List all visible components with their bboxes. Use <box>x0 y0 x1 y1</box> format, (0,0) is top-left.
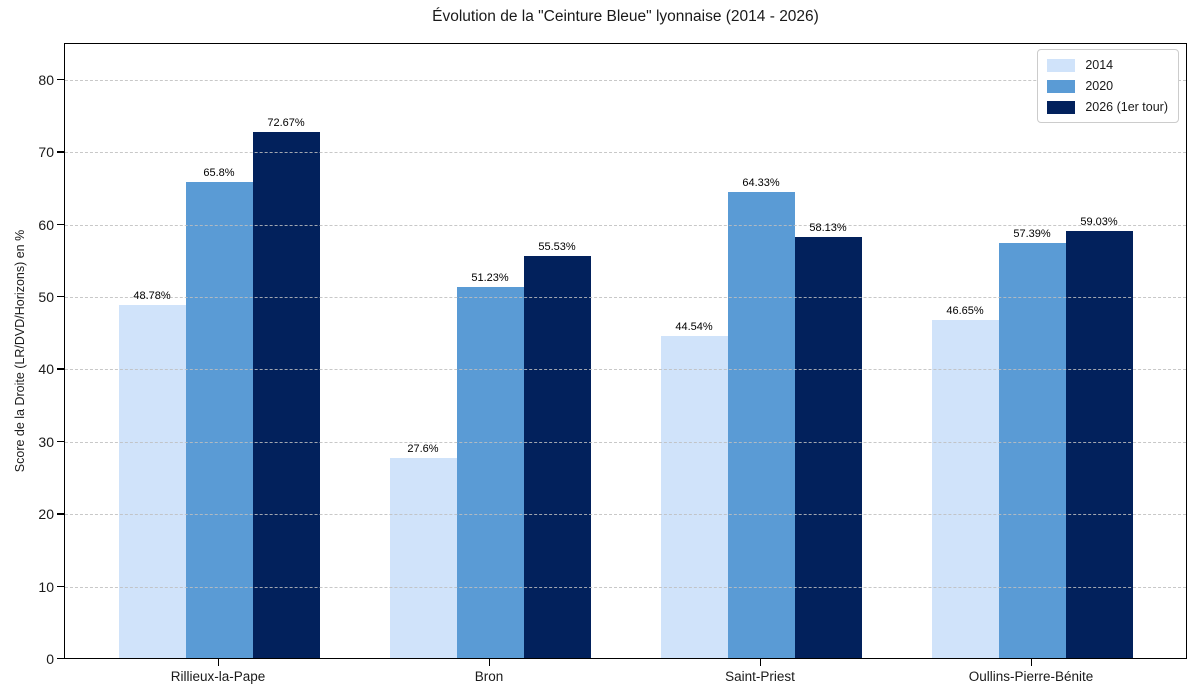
x-tick-label-Rillieux-la-Pape: Rillieux-la-Pape <box>170 669 266 684</box>
bar-Bron-2014 <box>389 458 457 658</box>
y-tick-label-70: 70 <box>38 144 54 161</box>
y-tick-label-0: 0 <box>46 651 54 667</box>
y-tick-mark <box>57 440 64 443</box>
y-tick-mark <box>57 658 64 660</box>
y-tick-mark <box>57 513 64 515</box>
legend-swatch <box>1047 79 1076 93</box>
legend-label: 2014 <box>1085 58 1114 72</box>
bar-value-label: 65.8% <box>203 166 235 179</box>
bar-Bron-2020 <box>456 287 524 658</box>
gridline-70 <box>65 152 1186 154</box>
bar-value-label: 72.67% <box>267 116 305 129</box>
bar-Rillieux-la-Pape-2026 (1er tour) <box>252 131 320 658</box>
y-tick-mark <box>57 368 64 370</box>
x-tick-label-Saint-Priest: Saint-Priest <box>725 669 795 684</box>
x-tick-label-Oullins-Pierre-Bénite: Oullins-Pierre-Bénite <box>968 669 1094 684</box>
y-tick-label-40: 40 <box>38 361 54 378</box>
y-tick-label-20: 20 <box>38 506 54 523</box>
y-tick-mark <box>57 151 64 153</box>
y-tick-label-50: 50 <box>38 289 54 306</box>
y-tick-label-30: 30 <box>38 433 54 450</box>
y-tick-mark <box>57 296 64 298</box>
legend-item-2020: 2020 <box>1047 79 1168 93</box>
legend-item-2026 (1er tour): 2026 (1er tour) <box>1047 100 1168 114</box>
bar-Oullins-Pierre-Bénite-2026 (1er tour) <box>1065 230 1133 658</box>
bar-Oullins-Pierre-Bénite-2014 <box>931 320 999 658</box>
bar-Saint-Priest-2020 <box>727 192 795 658</box>
legend-swatch <box>1047 58 1076 72</box>
bar-Rillieux-la-Pape-2020 <box>185 181 253 658</box>
x-tick-mark <box>760 659 762 666</box>
y-tick-label-10: 10 <box>38 578 54 595</box>
y-tick-mark <box>57 78 64 81</box>
legend-item-2014: 2014 <box>1047 58 1168 72</box>
bar-Saint-Priest-2026 (1er tour) <box>794 237 862 658</box>
plot-area: 48.78% 65.8% 72.67% 27.6% 51.23% 55.53% 44.54%… <box>64 43 1187 659</box>
bar-Saint-Priest-2014 <box>660 335 728 658</box>
bar-Oullins-Pierre-Bénite-2020 <box>998 242 1066 658</box>
bar-value-label: 55.53% <box>538 241 576 254</box>
legend-swatch <box>1047 100 1076 114</box>
y-tick-label-80: 80 <box>38 71 54 88</box>
x-tick-mark <box>218 659 220 666</box>
y-tick-label-60: 60 <box>38 216 54 233</box>
bar-value-label: 57.39% <box>1013 227 1051 240</box>
bar-value-label: 59.03% <box>1080 215 1118 228</box>
y-tick-mark <box>57 223 64 225</box>
legend-label: 2026 (1er tour) <box>1085 100 1168 114</box>
bar-value-label: 48.78% <box>133 289 171 302</box>
bar-value-label: 44.54% <box>675 320 713 333</box>
bar-value-label: 58.13% <box>809 222 847 235</box>
bar-value-label: 64.33% <box>742 177 780 190</box>
legend: 2014 2020 2026 (1er tour) <box>1037 49 1179 123</box>
chart-title: Évolution de la "Ceinture Bleue" lyonnai… <box>432 8 819 25</box>
bar-value-label: 27.6% <box>407 443 439 456</box>
bar-value-label: 46.65% <box>946 305 984 318</box>
bar-Bron-2026 (1er tour) <box>523 256 591 658</box>
x-tick-mark <box>1031 659 1033 666</box>
x-tick-label-Bron: Bron <box>474 669 504 684</box>
x-tick-mark <box>489 659 491 666</box>
bar-value-label: 51.23% <box>471 272 509 285</box>
y-tick-mark <box>57 585 64 587</box>
bar-Rillieux-la-Pape-2014 <box>118 304 186 658</box>
gridline-80 <box>65 79 1186 81</box>
legend-label: 2020 <box>1085 79 1114 93</box>
